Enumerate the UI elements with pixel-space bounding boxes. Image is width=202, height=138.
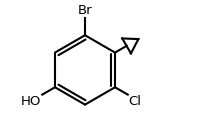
Text: Br: Br xyxy=(78,4,92,17)
Text: HO: HO xyxy=(21,95,42,108)
Text: Cl: Cl xyxy=(128,95,141,108)
